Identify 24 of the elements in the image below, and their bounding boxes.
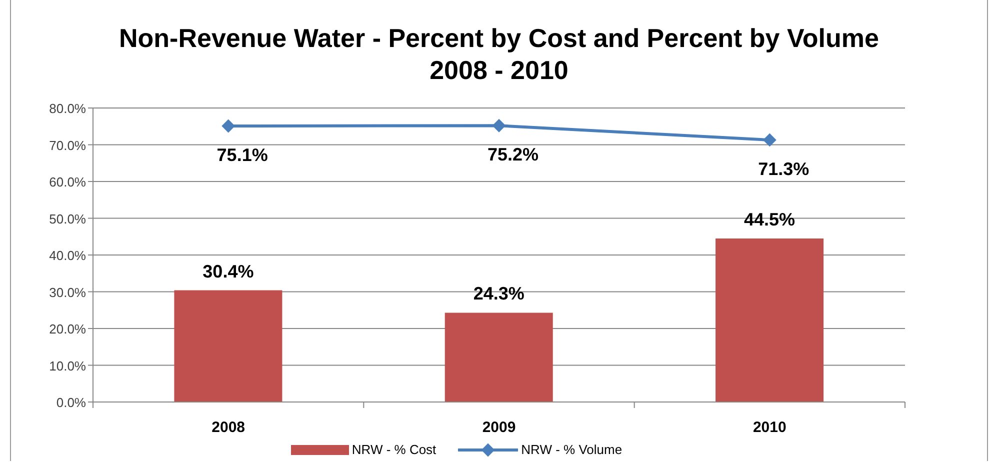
- data-label: 30.4%: [202, 261, 254, 282]
- y-tick-label: 30.0%: [49, 284, 86, 300]
- data-label: 75.2%: [487, 144, 539, 165]
- data-label: 75.1%: [216, 145, 268, 166]
- bar: [174, 290, 282, 402]
- y-tick-label: 50.0%: [49, 211, 86, 226]
- x-tick-label: 2009: [482, 419, 516, 436]
- data-label: 71.3%: [758, 158, 810, 179]
- x-tick-label: 2010: [752, 419, 786, 436]
- x-tick-label: 2008: [212, 419, 246, 436]
- chart-title: Non-Revenue Water - Percent by Cost and Percent by Volume 2008 - 2010: [118, 22, 880, 87]
- legend-label: NRW - % Cost: [352, 442, 436, 457]
- y-tick-label: 0.0%: [56, 395, 86, 410]
- y-tick-label: 60.0%: [49, 174, 86, 190]
- y-tick-label: 20.0%: [49, 322, 86, 336]
- data-label: 24.3%: [473, 284, 524, 304]
- bar: [444, 312, 553, 402]
- y-tick-label: 10.0%: [49, 358, 86, 374]
- y-tick-label: 70.0%: [49, 138, 86, 153]
- y-tick-label: 40.0%: [49, 248, 86, 263]
- data-label: 44.5%: [744, 209, 796, 230]
- bar: [716, 238, 824, 402]
- y-tick-label: 80.0%: [49, 101, 86, 116]
- legend-label: NRW - % Volume: [521, 442, 622, 457]
